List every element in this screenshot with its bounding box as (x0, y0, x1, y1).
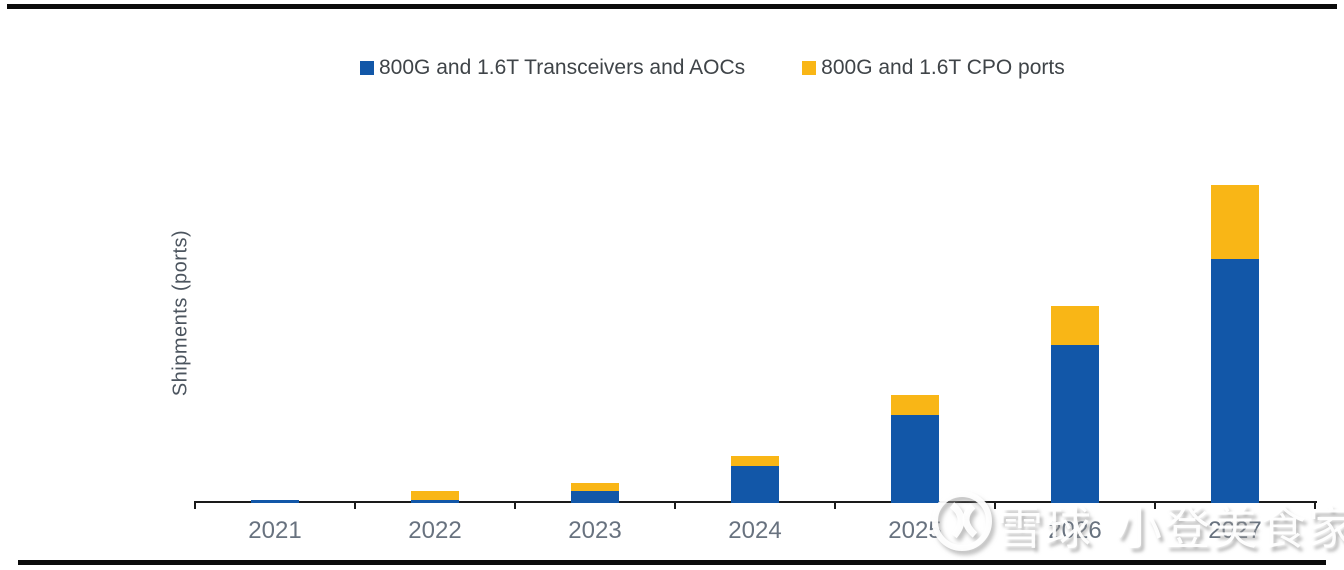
bar-2025-cpo (891, 395, 939, 415)
x-axis-tick (1314, 501, 1316, 509)
x-axis-label-2024: 2024 (728, 517, 782, 544)
bar-2023-transceivers (571, 491, 619, 503)
x-axis-label-2023: 2023 (568, 517, 622, 544)
bar-2026-transceivers (1051, 345, 1099, 503)
x-axis-tick (834, 501, 836, 509)
legend-swatch-yellow-icon (802, 61, 817, 75)
bar-2027-cpo (1211, 185, 1259, 259)
top-border-rule (7, 4, 1337, 9)
x-axis-tick (514, 501, 516, 509)
x-axis-tick (994, 501, 996, 509)
bar-2022-cpo (411, 491, 459, 500)
bar-2024-cpo (731, 456, 779, 466)
bottom-border-rule (18, 560, 1326, 565)
legend-swatch-blue-icon (360, 61, 374, 75)
legend-label-cpo-ports: 800G and 1.6T CPO ports (821, 56, 1065, 79)
chart-legend: 800G and 1.6T Transceivers and AOCs 800G… (360, 56, 1065, 80)
bar-2021-transceivers (251, 500, 299, 503)
x-axis-label-2027: 2027 (1208, 517, 1262, 544)
legend-label-transceivers: 800G and 1.6T Transceivers and AOCs (379, 56, 746, 79)
x-axis-tick (354, 501, 356, 509)
bar-2022-transceivers (411, 500, 459, 503)
legend-item-transceivers: 800G and 1.6T Transceivers and AOCs (360, 56, 745, 80)
x-axis-label-2021: 2021 (248, 517, 302, 544)
bar-2025-transceivers (891, 415, 939, 503)
x-axis-label-2026: 2026 (1048, 517, 1102, 544)
bar-2026-cpo (1051, 306, 1099, 345)
bar-2024-transceivers (731, 466, 779, 503)
legend-item-cpo-ports: 800G and 1.6T CPO ports (802, 56, 1065, 80)
x-axis-label-2025: 2025 (888, 517, 942, 544)
x-axis-tick (674, 501, 676, 509)
bar-2027-transceivers (1211, 259, 1259, 503)
bar-2023-cpo (571, 483, 619, 491)
x-axis-label-2022: 2022 (408, 517, 462, 544)
x-axis-tick (194, 501, 196, 509)
x-axis-tick (1154, 501, 1156, 509)
